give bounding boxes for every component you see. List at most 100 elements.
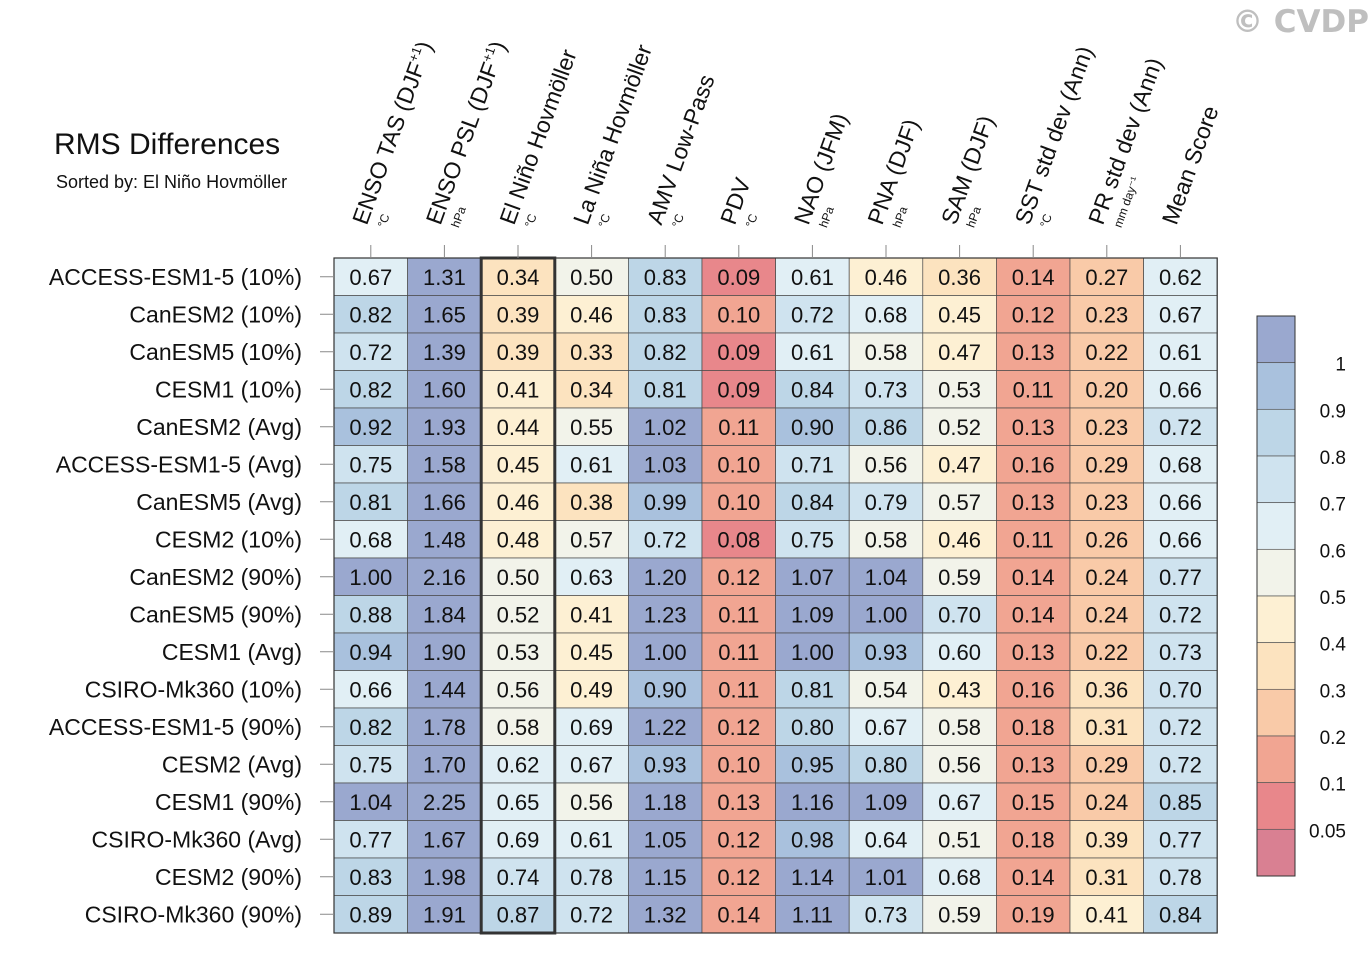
cell-value-label: 0.58: [865, 527, 908, 552]
cell-value-label: 0.84: [791, 490, 834, 515]
heatmap-cells: 0.67 1.31 0.34 0.50 0.83 0.09 0.61 0.46 0.36 0.14…: [333, 257, 1218, 934]
heatmap-cell: [333, 745, 408, 784]
column-unit-label: °C: [669, 212, 687, 230]
cell-value-label: 0.84: [1159, 902, 1202, 927]
heatmap-cell: [701, 520, 776, 559]
row-label: CESM1 (10%): [155, 376, 302, 402]
row-label: CSIRO-Mk360 (10%): [85, 676, 302, 702]
heatmap-cell: [1069, 557, 1144, 596]
colorbar-tick-label: 0.8: [1320, 448, 1346, 469]
column-unit-label: °C: [375, 212, 393, 230]
cell-value-label: 0.46: [865, 265, 908, 290]
cell-value-label: 1.84: [423, 602, 466, 627]
heatmap-cell: [701, 632, 776, 671]
cell-value-label: 0.64: [865, 827, 908, 852]
cell-value-label: 0.90: [644, 677, 687, 702]
column-header: PNA (DJF)hPa: [862, 116, 924, 230]
heatmap-cell: [922, 782, 997, 821]
heatmap-cell: [775, 632, 850, 671]
heatmap-cell: [1143, 632, 1218, 671]
cell-value-label: 0.68: [349, 527, 392, 552]
cell-value-label: 0.20: [1085, 377, 1128, 402]
heatmap-cell: [1069, 745, 1144, 784]
cell-value-label: 0.34: [497, 265, 540, 290]
heatmap-cell: [701, 895, 776, 934]
heatmap-cell: [554, 520, 629, 559]
column-header: PDV°C: [715, 174, 761, 230]
column-label-superscript: +1: [479, 45, 498, 64]
heatmap-cell: [1143, 520, 1218, 559]
cell-value-label: 0.53: [938, 377, 981, 402]
heatmap-cell: [480, 820, 556, 859]
heatmap-cell: [848, 407, 924, 446]
heatmap-cell: [775, 670, 850, 709]
cell-value-label: 0.67: [938, 790, 981, 815]
cell-value-label: 0.12: [717, 865, 760, 890]
column-unit-label: °C: [1037, 212, 1055, 230]
cell-value-label: 0.71: [791, 452, 834, 477]
row-label: CSIRO-Mk360 (Avg): [92, 826, 302, 852]
cell-value-label: 0.44: [497, 415, 540, 440]
colorbar-tick-label: 0.2: [1320, 728, 1346, 749]
heatmap-cell: [1069, 407, 1144, 446]
cell-value-label: 1.07: [791, 565, 834, 590]
row-label: CSIRO-Mk360 (90%): [85, 901, 302, 927]
cell-value-label: 0.88: [349, 602, 392, 627]
cell-value-label: 0.73: [865, 902, 908, 927]
cell-value-label: 0.23: [1085, 302, 1128, 327]
heatmap-cell: [1143, 257, 1218, 296]
cell-value-label: 0.11: [1013, 527, 1054, 552]
column-unit-label: hPa: [448, 204, 469, 229]
heatmap-cell: [480, 595, 556, 634]
cell-value-label: 0.52: [938, 415, 981, 440]
heatmap-cell: [480, 632, 556, 671]
row-label: ACCESS-ESM1-5 (90%): [49, 714, 302, 740]
colorbar-border: [1256, 315, 1296, 877]
cell-value-label: 0.51: [938, 827, 981, 852]
heatmap-cell: [1069, 595, 1144, 634]
heatmap-cell: [996, 445, 1071, 484]
heatmap-cell: [554, 707, 629, 746]
colorbar-swatch: [1256, 688, 1296, 737]
cell-value-label: 0.14: [1012, 602, 1055, 627]
cell-value-label: 1.48: [423, 527, 466, 552]
heatmap-cell: [996, 632, 1071, 671]
heatmap-cell: [407, 595, 482, 634]
cell-value-label: 0.67: [349, 265, 392, 290]
cell-value-label: 0.77: [349, 827, 392, 852]
cell-value-label: 1.04: [349, 790, 392, 815]
column-unit-label: hPa: [890, 204, 911, 229]
cell-value-label: 0.68: [865, 302, 908, 327]
cell-value-label: 0.95: [791, 752, 834, 777]
cell-value-label: 0.65: [497, 790, 540, 815]
cell-value-label: 0.41: [570, 602, 613, 627]
cell-value-label: 2.16: [423, 565, 466, 590]
cell-value-label: 0.11: [718, 640, 759, 665]
heatmap-cell: [775, 707, 850, 746]
heatmap-cell: [554, 557, 629, 596]
heatmap-cell: [775, 332, 850, 371]
heatmap-cell: [333, 820, 408, 859]
heatmap-cell: [407, 895, 482, 934]
cell-value-label: 0.33: [570, 340, 613, 365]
heatmap-cell: [1069, 482, 1144, 521]
heatmap-cell: [480, 857, 556, 896]
cell-value-label: 0.94: [349, 640, 392, 665]
cell-value-label: 0.13: [1012, 340, 1055, 365]
cell-value-label: 0.82: [349, 715, 392, 740]
cell-value-label: 0.45: [570, 640, 613, 665]
heatmap-border: [333, 257, 1218, 934]
cell-value-label: 0.49: [570, 677, 613, 702]
cell-value-label: 1.58: [423, 452, 466, 477]
colorbar-tick-label: 0.05: [1309, 821, 1346, 842]
heatmap-cell: [1069, 820, 1144, 859]
heatmap-cell: [701, 332, 776, 371]
cell-value-label: 0.11: [718, 602, 759, 627]
heatmap-cell: [480, 895, 556, 934]
colorbar-swatch: [1256, 455, 1296, 504]
heatmap-cell: [333, 407, 408, 446]
cell-value-label: 0.74: [497, 865, 540, 890]
cell-value-label: 0.75: [791, 527, 834, 552]
column-unit-label: hPa: [964, 204, 985, 229]
